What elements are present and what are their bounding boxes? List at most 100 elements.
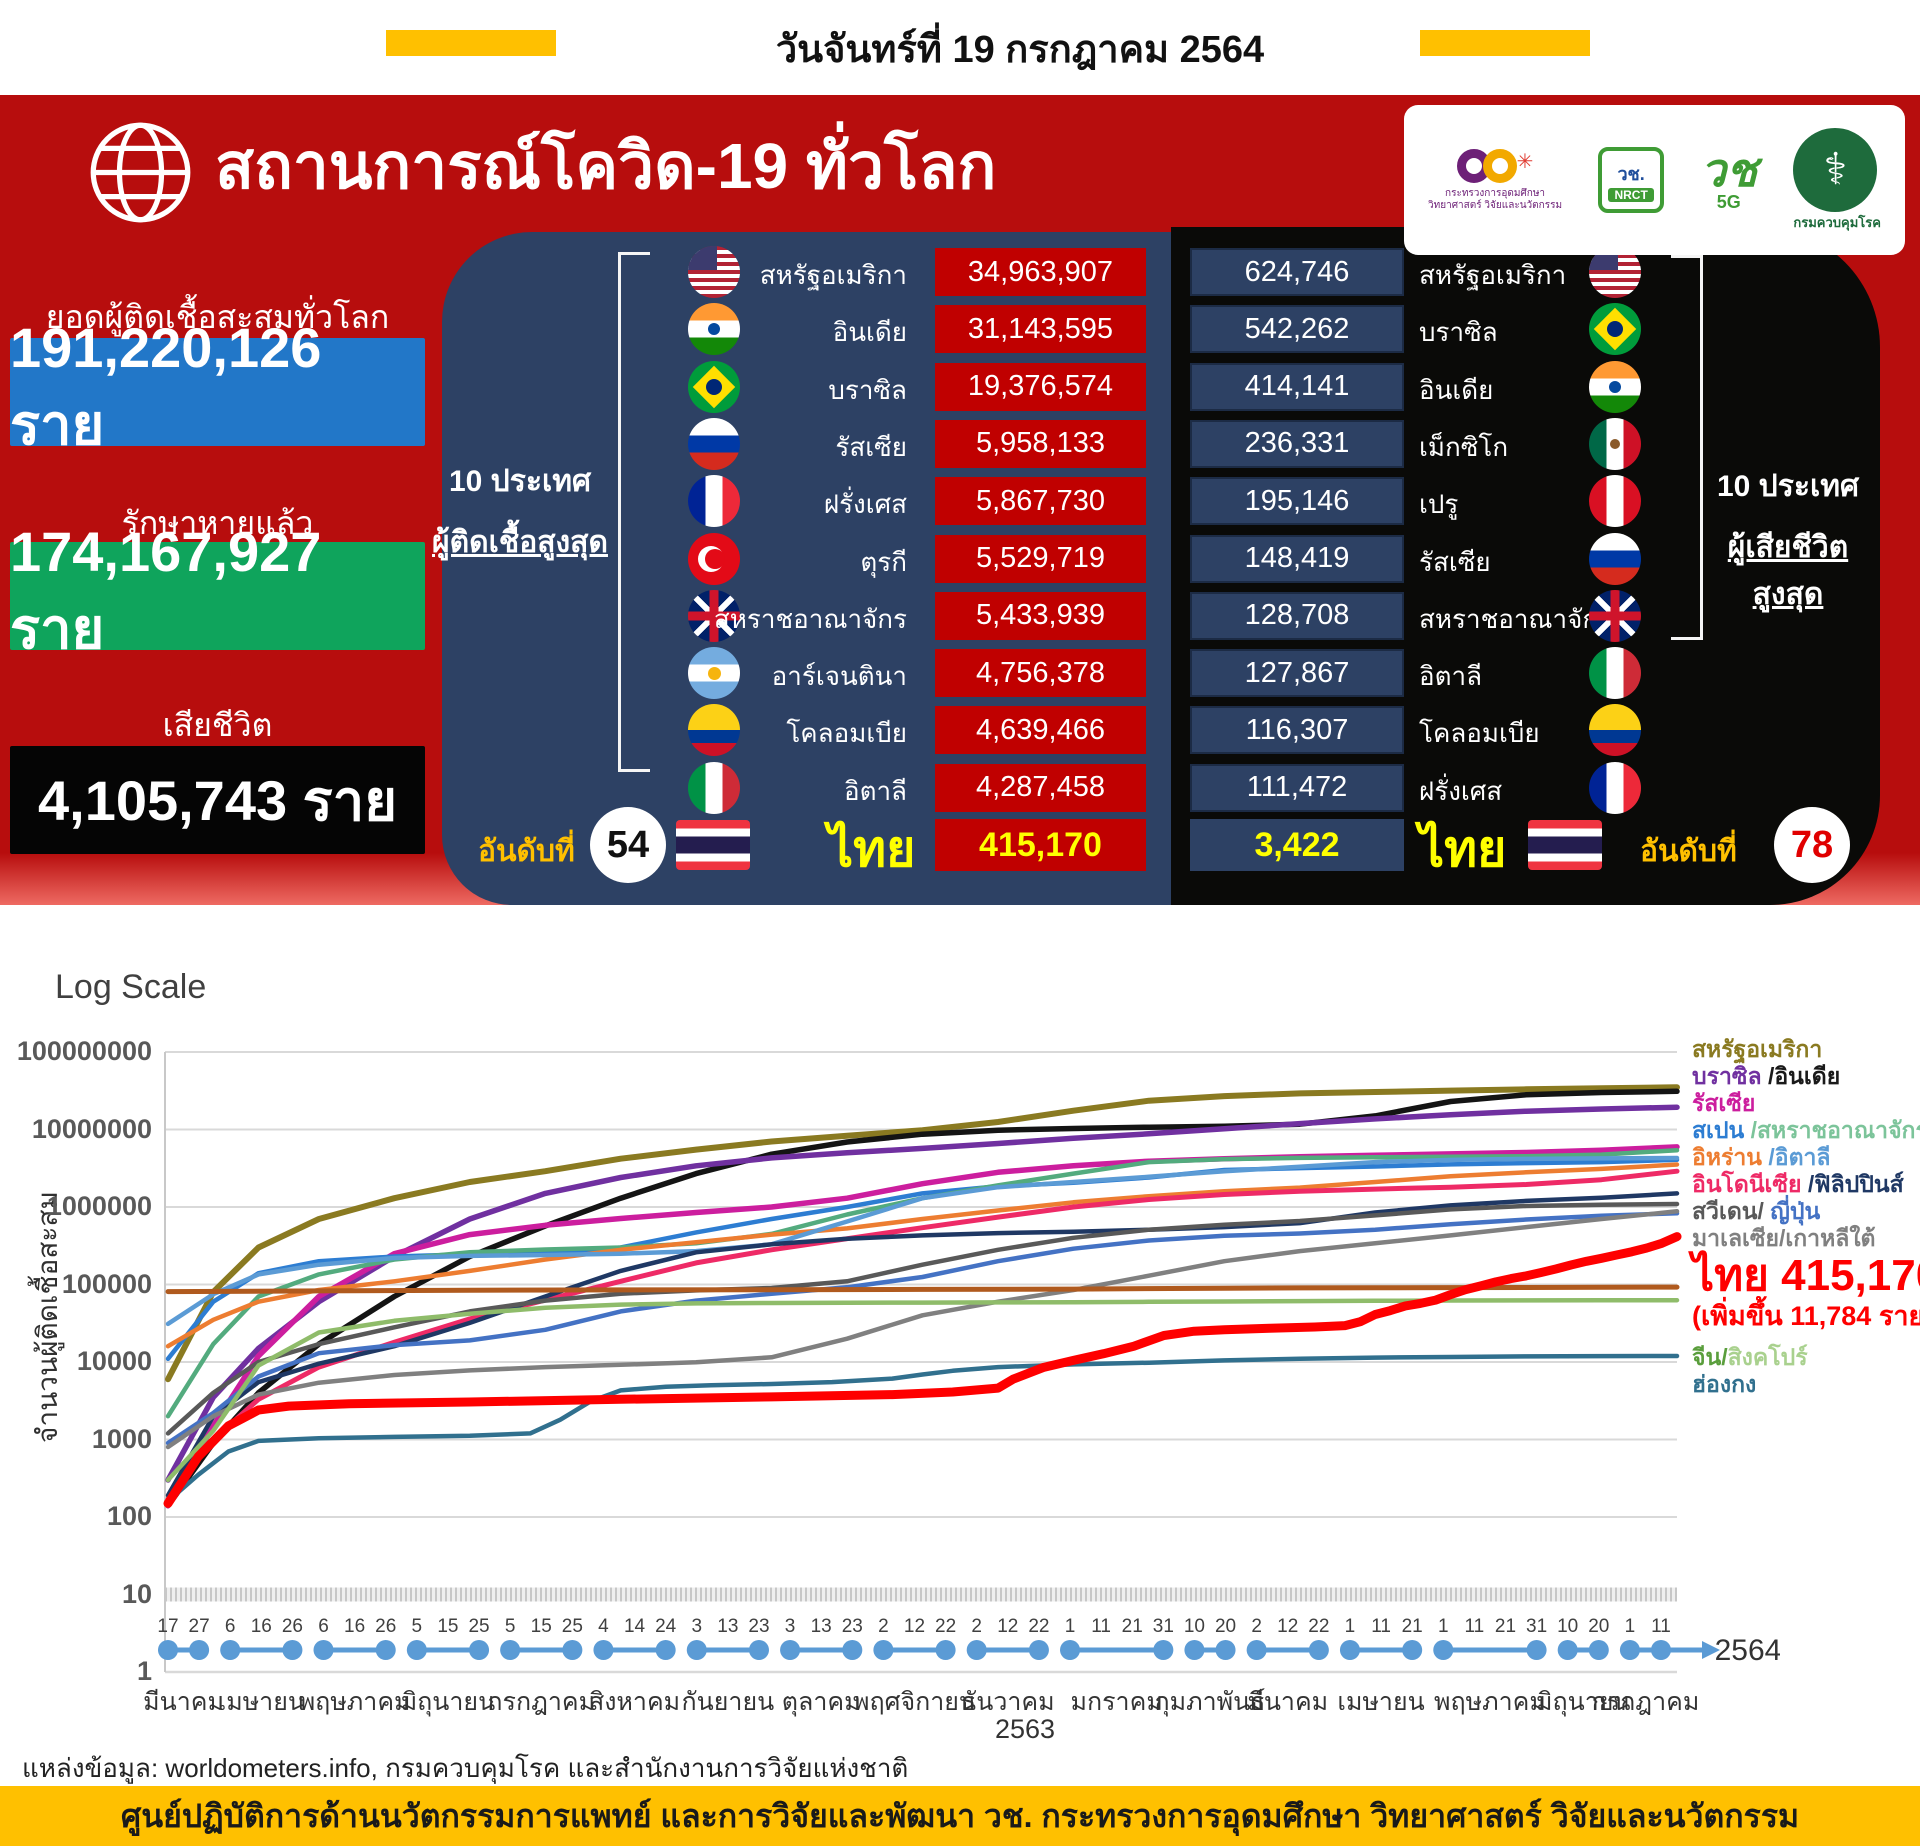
x-day-tick: 31 bbox=[1153, 1616, 1174, 1637]
x-month-label: ธันวาคม bbox=[961, 1688, 1055, 1716]
series-รัสเซีย bbox=[165, 1144, 1680, 1509]
timeline-dot bbox=[1526, 1640, 1547, 1660]
timeline-dot bbox=[189, 1640, 210, 1660]
wich-glyph: วช bbox=[1700, 143, 1758, 196]
thailand-rank-deaths: 78 bbox=[1774, 807, 1850, 883]
series-อิหร่าน bbox=[165, 1162, 1680, 1349]
x-day-tick: 22 bbox=[1308, 1616, 1329, 1637]
total-cases-label: ยอดผู้ติดเชื้อสะสมทั่วโลก bbox=[45, 299, 390, 335]
deaths-group-label: 10 ประเทศ ผู้เสียชีวิตสูงสุด bbox=[1716, 470, 1860, 611]
x-month-label: กรกฎาคม bbox=[1592, 1688, 1700, 1716]
x-month-label: มิถุนายน bbox=[1536, 1688, 1630, 1717]
legend-text: มาเลเซีย/เกาหลีใต้ bbox=[1692, 1225, 1876, 1251]
series-ไทย bbox=[163, 1232, 1682, 1508]
timeline-dot bbox=[1433, 1640, 1454, 1660]
thailand-rank-label-infections: อันดับที่ bbox=[478, 835, 575, 868]
x-day-tick: 3 bbox=[785, 1616, 796, 1637]
recovered-value: 174,167,927 ราย bbox=[10, 520, 425, 660]
x-day-tick: 20 bbox=[1215, 1616, 1236, 1637]
mhesi-label-2: วิทยาศาสตร์ วิจัยและนวัตกรรม bbox=[1428, 199, 1563, 211]
x-day-tick: 2 bbox=[1251, 1616, 1262, 1637]
nrct-label: NRCT bbox=[1608, 187, 1654, 202]
x-day-tick: 5 bbox=[412, 1616, 423, 1637]
infections-group-label: 10 ประเทศ ผู้ติดเชื้อสูงสุด bbox=[432, 465, 608, 559]
thailand-rank-infections: 54 bbox=[590, 807, 666, 883]
legend-entry: บราซิล /อินเดีย bbox=[1692, 1063, 1918, 1090]
x-day-tick: 3 bbox=[691, 1616, 702, 1637]
x-day-tick: 23 bbox=[748, 1616, 769, 1637]
top-infections-panel bbox=[442, 232, 1171, 905]
chart-scale-label: Log Scale bbox=[55, 968, 207, 1006]
y-tick-label: 10 bbox=[121, 1578, 152, 1609]
deaths-value: 4,105,743 ราย bbox=[10, 746, 425, 854]
timeline-dot bbox=[220, 1640, 241, 1660]
chart-legend: สหรัฐอเมริกา บราซิล /อินเดีย รัสเซีย สเปน /… bbox=[1692, 1036, 1920, 1398]
y-tick-label: 100000 bbox=[61, 1268, 152, 1299]
timeline-dot bbox=[406, 1640, 427, 1660]
x-day-tick: 1 bbox=[1625, 1616, 1636, 1637]
x-month-label: พฤศจิกายน bbox=[853, 1688, 976, 1716]
mhesi-ring-yellow-icon bbox=[1482, 148, 1517, 183]
timeline-dot bbox=[562, 1640, 583, 1660]
x-day-tick: 27 bbox=[189, 1616, 210, 1637]
x-day-tick: 16 bbox=[344, 1616, 365, 1637]
x-month-label: พฤษภาคม bbox=[299, 1688, 411, 1716]
x-month-label: มีนาคม bbox=[1247, 1688, 1328, 1716]
thailand-rank-label-deaths: อันดับที่ bbox=[1640, 835, 1737, 868]
ddc-label: กรมควบคุมโรค bbox=[1793, 214, 1881, 230]
series-สวีเดน bbox=[165, 1201, 1680, 1436]
series-จีน bbox=[165, 1284, 1680, 1295]
x-month-label: มิถุนายน bbox=[401, 1688, 495, 1717]
x-day-tick: 2 bbox=[971, 1616, 982, 1637]
series-สหรัฐอเมริกา bbox=[165, 1084, 1680, 1383]
mhesi-logo: ✳ กระทรวงการอุดมศึกษา วิทยาศาสตร์ วิจัยแ… bbox=[1428, 148, 1563, 212]
header-accent-bar-left bbox=[386, 30, 556, 56]
gridband-10 bbox=[165, 1587, 1677, 1602]
x-day-tick: 13 bbox=[717, 1616, 738, 1637]
timeline-dot bbox=[1060, 1640, 1081, 1660]
x-day-tick: 12 bbox=[904, 1616, 925, 1637]
timeline-dot bbox=[966, 1640, 987, 1660]
timeline-dot bbox=[780, 1640, 801, 1660]
legend-text: /อิตาลี bbox=[1761, 1144, 1831, 1170]
legend-entry: อิหร่าน /อิตาลี bbox=[1692, 1144, 1918, 1171]
legend-text: /อินเดีย bbox=[1761, 1063, 1841, 1089]
legend-entry: รัสเซีย bbox=[1692, 1090, 1918, 1117]
legend-text: อิหร่าน bbox=[1692, 1144, 1762, 1170]
legend-text: จีน/ bbox=[1692, 1344, 1728, 1370]
y-tick-label: 1000000 bbox=[46, 1191, 152, 1221]
atom-icon: ✳ bbox=[1516, 150, 1534, 173]
x-day-tick: 24 bbox=[655, 1616, 677, 1637]
header-accent-bar-right bbox=[1420, 30, 1590, 56]
x-day-tick: 11 bbox=[1091, 1616, 1111, 1637]
timeline-dot bbox=[500, 1640, 521, 1660]
deaths-bracket bbox=[1671, 255, 1703, 640]
x-month-label: มกราคม bbox=[1071, 1688, 1163, 1716]
footer-bar: ศูนย์ปฏิบัติการด้านนวัตกรรมการแพทย์ และก… bbox=[0, 1786, 1920, 1846]
timeline-dot bbox=[1246, 1640, 1267, 1660]
x-month-label: กันยายน bbox=[682, 1688, 775, 1716]
legend-text: ฮ่องกง bbox=[1692, 1371, 1757, 1397]
legend-entry: ไทย 415,170 bbox=[1692, 1251, 1920, 1300]
x-day-tick: 26 bbox=[375, 1616, 396, 1637]
x-day-tick: 15 bbox=[437, 1616, 458, 1637]
infections-bracket bbox=[618, 252, 650, 772]
x-day-tick: 4 bbox=[598, 1616, 609, 1637]
x-month-label: เมษายน bbox=[218, 1688, 305, 1716]
series-ฮ่องกง bbox=[165, 1353, 1680, 1504]
x-day-tick: 22 bbox=[1028, 1616, 1049, 1637]
thailand-flag-icon bbox=[676, 820, 750, 870]
legend-text: สหรัฐอเมริกา bbox=[1692, 1036, 1823, 1062]
page-title: สถานการณ์โควิด-19 ทั่วโลก bbox=[215, 130, 997, 202]
caduceus-icon: ⚕ bbox=[1793, 127, 1878, 212]
x-day-tick: 26 bbox=[282, 1616, 303, 1637]
x-day-tick: 11 bbox=[1651, 1616, 1671, 1637]
legend-text: ไทย 415,170 bbox=[1692, 1251, 1920, 1300]
legend-entry: สเปน /สหราชอาณาจักร bbox=[1692, 1117, 1920, 1144]
timeline-dot bbox=[1402, 1640, 1423, 1660]
x-month-label: พฤษภาคม bbox=[1434, 1688, 1546, 1716]
legend-text: ญี่ปุ่น bbox=[1763, 1198, 1821, 1224]
legend-text: สเปน bbox=[1692, 1117, 1745, 1143]
legend-text: รัสเซีย bbox=[1692, 1090, 1756, 1116]
